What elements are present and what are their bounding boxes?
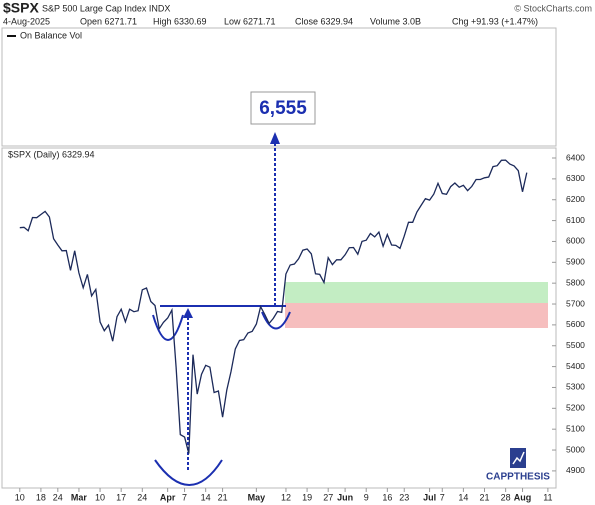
x-tick-label: 16 (382, 492, 392, 502)
upper-panel (1, 27, 557, 147)
main-panel (1, 147, 557, 489)
index-name: S&P 500 Large Cap Index INDX (42, 3, 170, 13)
y-tick-label: 6300 (566, 173, 585, 183)
y-tick-label: 5900 (566, 257, 585, 267)
x-tick-label: 18 (36, 492, 46, 502)
close: Close 6329.94 (295, 16, 353, 26)
x-tick-label: Aug (514, 492, 532, 502)
x-tick-label: 10 (15, 492, 25, 502)
x-tick-label: 11 (543, 492, 552, 502)
logo-icon-line (512, 451, 525, 465)
x-tick-label: 24 (53, 492, 63, 502)
y-tick-label: 4900 (566, 465, 585, 475)
x-tick-label: 14 (201, 492, 211, 502)
y-tick-label: 5400 (566, 361, 585, 371)
source: © StockCharts.com (514, 3, 592, 13)
x-tick-label: Mar (71, 492, 88, 502)
resistance-zone (285, 303, 548, 328)
main-panel-label: $SPX (Daily) 6329.94 (8, 149, 95, 159)
x-tick-label: 9 (364, 492, 369, 502)
x-tick-label: May (248, 492, 266, 502)
high: High 6330.69 (153, 16, 207, 26)
right-shoulder (261, 311, 291, 330)
y-tick-label: 5300 (566, 382, 585, 392)
x-tick-label: 28 (501, 492, 511, 502)
x-tick-label: 7 (182, 492, 187, 502)
y-tick-label: 5000 (566, 444, 585, 454)
y-tick-label: 6000 (566, 236, 585, 246)
open: Open 6271.71 (80, 16, 137, 26)
volume: Volume 3.0B (370, 16, 421, 26)
x-tick-label: 21 (480, 492, 490, 502)
head (154, 459, 223, 486)
y-tick-label: 6200 (566, 194, 585, 204)
y-tick-label: 5100 (566, 423, 585, 433)
y-tick-label: 5500 (566, 340, 585, 350)
x-tick-label: 21 (218, 492, 228, 502)
price-line (19, 159, 528, 454)
upper-panel-label: On Balance Vol (20, 30, 82, 40)
x-tick-label: 12 (281, 492, 291, 502)
x-tick-label: 19 (302, 492, 312, 502)
y-tick-label: 5700 (566, 298, 585, 308)
target-box (250, 91, 316, 125)
y-tick-label: 5200 (566, 403, 585, 413)
x-tick-label: 17 (116, 492, 126, 502)
x-tick-label: Jul (423, 492, 436, 502)
date: 4-Aug-2025 (3, 16, 50, 26)
x-tick-label: Apr (160, 492, 176, 502)
left-shoulder (152, 314, 184, 341)
y-tick-label: 6400 (566, 152, 585, 162)
x-tick-label: 7 (440, 492, 445, 502)
x-tick-label: Jun (337, 492, 353, 502)
low: Low 6271.71 (224, 16, 276, 26)
change: Chg +91.93 (+1.47%) (452, 16, 538, 26)
x-tick-label: 10 (95, 492, 105, 502)
y-tick-label: 6100 (566, 215, 585, 225)
x-tick-label: 24 (137, 492, 147, 502)
y-tick-label: 5600 (566, 319, 585, 329)
x-tick-label: 23 (399, 492, 409, 502)
support-zone (285, 282, 548, 303)
y-tick-label: 5800 (566, 277, 585, 287)
x-tick-label: 27 (323, 492, 333, 502)
target-label: 6,555 (259, 98, 307, 119)
x-tick-label: 14 (458, 492, 468, 502)
arrow-head (183, 308, 193, 318)
symbol: $SPX (3, 0, 39, 16)
arrow-head (270, 132, 280, 144)
logo: CAPPTHESIS (486, 472, 550, 483)
